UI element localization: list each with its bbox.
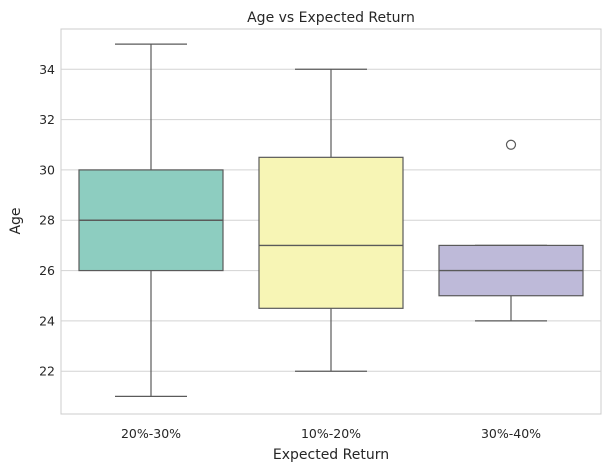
box-30%-40% bbox=[438, 139, 584, 322]
y-tick-label: 22 bbox=[39, 364, 55, 379]
y-tick-label: 32 bbox=[39, 112, 55, 127]
y-tick-label: 26 bbox=[39, 263, 55, 278]
y-tick-label: 24 bbox=[39, 313, 55, 328]
y-tick-label: 34 bbox=[39, 62, 55, 77]
box-10%-20% bbox=[258, 68, 404, 372]
outlier-point bbox=[505, 139, 517, 150]
y-tick-label: 28 bbox=[39, 213, 55, 228]
x-tick-label: 30%-40% bbox=[481, 426, 541, 441]
y-axis-label: Age bbox=[8, 207, 24, 234]
y-tick-labels: 22 24 26 28 30 32 34 bbox=[39, 62, 55, 379]
y-tick-label: 30 bbox=[39, 162, 55, 177]
x-tick-label: 10%-20% bbox=[301, 426, 361, 441]
box-20%-30% bbox=[78, 43, 224, 397]
x-tick-label: 20%-30% bbox=[121, 426, 181, 441]
x-tick-labels: 20%-30% 10%-20% 30%-40% bbox=[121, 426, 541, 441]
x-axis-label: Expected Return bbox=[273, 447, 389, 463]
chart-title: Age vs Expected Return bbox=[247, 10, 415, 26]
boxes bbox=[78, 43, 584, 397]
box-iqr bbox=[258, 156, 404, 309]
